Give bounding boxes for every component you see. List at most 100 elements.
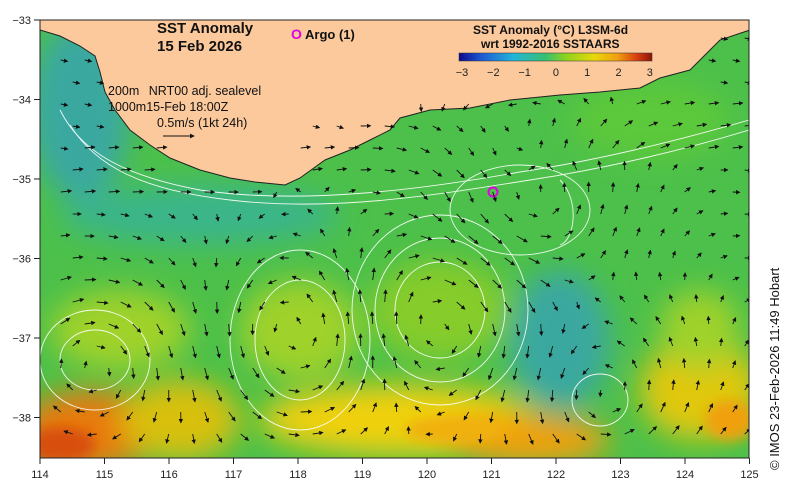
current-arrow <box>720 211 729 216</box>
current-arrow <box>120 301 132 308</box>
current-arrow <box>500 389 506 403</box>
current-arrow <box>744 298 749 303</box>
current-arrow <box>684 402 690 413</box>
current-arrow <box>657 271 663 281</box>
current-arrow <box>720 381 725 391</box>
current-arrow <box>180 367 185 381</box>
current-arrow <box>684 230 691 237</box>
current-arrow <box>214 257 219 268</box>
current-arrow <box>84 145 96 150</box>
current-arrow <box>225 279 230 291</box>
current-arrow <box>744 80 749 85</box>
current-arrow <box>360 427 369 435</box>
current-arrow <box>168 345 174 359</box>
current-arrow <box>372 146 384 151</box>
current-arrow <box>237 213 242 222</box>
current-arrow <box>432 299 443 304</box>
current-arrow <box>480 213 489 224</box>
current-arrow <box>480 125 486 133</box>
current-arrow <box>528 433 534 445</box>
colorbar-subtitle: wrt 1992-2016 SSTAARS <box>481 37 620 51</box>
current-arrow <box>594 297 601 303</box>
current-arrow <box>292 232 301 237</box>
current-arrow <box>612 226 617 237</box>
current-arrow <box>731 360 737 369</box>
current-arrow <box>319 270 326 281</box>
current-arrow <box>131 367 136 380</box>
current-arrow <box>552 301 558 312</box>
current-arrow <box>96 256 108 261</box>
current-arrow <box>744 212 749 217</box>
current-arrow <box>611 271 616 281</box>
current-arrow <box>624 249 629 259</box>
current-arrow <box>396 270 403 281</box>
legend-200m-depth: 200m <box>108 84 140 98</box>
x-tick-label: 118 <box>289 469 307 481</box>
current-arrow <box>672 207 678 215</box>
current-arrow <box>468 323 473 335</box>
current-arrow <box>744 36 749 41</box>
current-arrow <box>484 103 493 109</box>
current-arrow <box>576 117 582 127</box>
current-arrow <box>557 99 565 105</box>
current-arrow <box>332 248 338 259</box>
current-arrow <box>720 426 727 435</box>
copyright-text: © IMOS 23-Feb-2026 11:49 Hobart <box>767 267 782 470</box>
x-axis-ticks: 114 115 116 117 118 119 120 121 122 123 124 125 <box>31 458 759 481</box>
current-arrow <box>632 359 638 369</box>
current-arrow <box>180 323 186 337</box>
current-arrow <box>216 389 222 402</box>
y-tick-label: −33 <box>12 15 31 27</box>
current-arrow <box>267 279 277 285</box>
y-tick-label: −35 <box>12 174 31 186</box>
current-arrow <box>436 411 445 416</box>
current-arrow <box>273 191 278 199</box>
current-arrow <box>132 235 143 240</box>
current-arrow <box>610 181 616 193</box>
current-arrow <box>72 80 81 85</box>
current-arrow <box>624 120 634 127</box>
current-arrow <box>423 386 433 391</box>
current-arrow <box>335 333 340 347</box>
current-arrow <box>561 323 566 334</box>
current-arrow <box>636 227 641 237</box>
current-arrow <box>120 167 132 172</box>
argo-legend: O Argo (1) <box>291 26 355 42</box>
current-arrow <box>708 189 717 194</box>
current-arrow <box>480 301 489 313</box>
x-tick-label: 123 <box>611 469 629 481</box>
current-arrow <box>480 257 491 266</box>
current-arrow <box>264 433 275 439</box>
current-arrow <box>120 257 132 263</box>
current-arrow <box>240 433 250 441</box>
current-arrow <box>684 187 691 193</box>
current-arrow <box>660 100 671 105</box>
map-title-line1: SST Anomaly <box>157 20 254 37</box>
current-arrow <box>636 99 647 105</box>
current-arrow <box>264 389 275 397</box>
current-arrow <box>706 358 712 369</box>
current-arrow <box>633 271 639 281</box>
current-arrow <box>216 345 221 359</box>
current-arrow <box>612 408 622 413</box>
current-arrow <box>695 379 701 391</box>
current-arrow <box>693 336 699 347</box>
current-arrow <box>203 279 208 291</box>
current-arrow <box>345 267 350 281</box>
current-arrow <box>360 167 372 172</box>
current-arrow <box>432 125 442 131</box>
current-arrow <box>642 337 650 347</box>
current-arrow <box>246 235 254 243</box>
current-arrow <box>600 203 605 215</box>
current-arrow <box>672 122 683 127</box>
colorbar-tick-label: 0 <box>553 67 559 79</box>
current-arrow <box>306 293 314 303</box>
current-arrow <box>671 250 676 259</box>
current-arrow <box>84 102 93 107</box>
current-arrow <box>408 291 414 303</box>
current-arrow <box>432 213 443 222</box>
legend-200m-desc: NRT00 adj. sealevel <box>148 84 262 98</box>
current-arrow <box>384 124 396 129</box>
current-arrow <box>58 358 64 369</box>
current-arrow <box>348 145 360 150</box>
